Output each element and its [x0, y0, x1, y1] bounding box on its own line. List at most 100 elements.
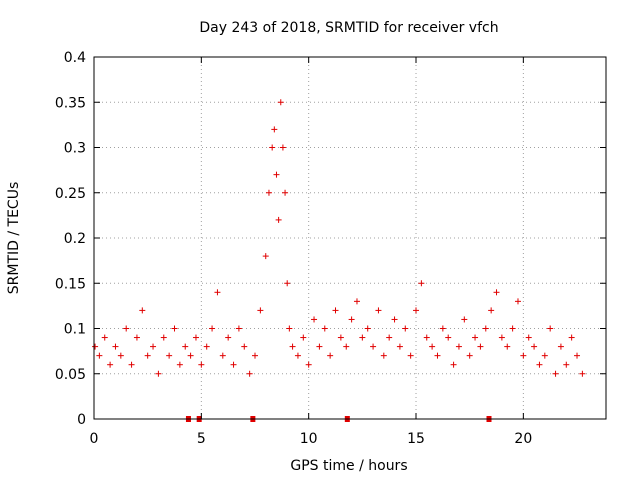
data-point: [493, 289, 500, 296]
data-point: [359, 334, 366, 341]
data-point: [150, 343, 157, 350]
data-point: [450, 361, 457, 368]
data-point: [531, 343, 538, 350]
chart-title: Day 243 of 2018, SRMTID for receiver vfc…: [199, 20, 498, 36]
data-point: [504, 343, 511, 350]
data-point: [214, 289, 221, 296]
data-point: [198, 361, 205, 368]
data-point: [257, 307, 264, 314]
data-point: [246, 370, 253, 377]
data-point: [273, 171, 280, 178]
data-point: [509, 325, 516, 332]
data-point: [316, 343, 323, 350]
data-point: [252, 352, 259, 359]
data-point: [579, 370, 586, 377]
x-tick-label: 10: [300, 431, 318, 447]
data-point: [482, 325, 489, 332]
data-point: [128, 361, 135, 368]
data-point: [219, 352, 226, 359]
y-tick-label: 0.2: [64, 231, 86, 247]
data-point: [192, 334, 199, 341]
data-point: [117, 352, 124, 359]
data-point: [92, 343, 99, 350]
data-point: [488, 307, 495, 314]
x-tick-label: 15: [407, 431, 425, 447]
data-point: [155, 370, 162, 377]
data-point: [327, 352, 334, 359]
data-point: [203, 343, 210, 350]
data-point: [574, 352, 581, 359]
data-point: [380, 352, 387, 359]
data-point: [166, 352, 173, 359]
data-point: [123, 325, 130, 332]
data-point: [423, 334, 430, 341]
data-point: [353, 298, 360, 305]
data-point: [107, 361, 114, 368]
data-point: [557, 343, 564, 350]
data-point: [321, 325, 328, 332]
data-point: [472, 334, 479, 341]
x-axis-label: GPS time / hours: [290, 458, 407, 474]
data-point: [96, 352, 103, 359]
data-point: [279, 144, 286, 151]
y-tick-label: 0.3: [64, 141, 86, 157]
data-point: [241, 343, 248, 350]
data-point: [445, 334, 452, 341]
data-point: [536, 361, 543, 368]
data-point: [461, 316, 468, 323]
data-point: [182, 343, 189, 350]
data-point: [230, 361, 237, 368]
y-tick-label: 0.05: [55, 367, 86, 383]
data-point: [391, 316, 398, 323]
data-point: [271, 126, 278, 133]
data-point: [477, 343, 484, 350]
data-point: [348, 316, 355, 323]
y-tick-label: 0.15: [55, 276, 86, 292]
data-point: [235, 325, 242, 332]
data-point: [277, 99, 284, 106]
grid-lines: [94, 57, 606, 419]
data-point: [563, 361, 570, 368]
data-point: [176, 361, 183, 368]
x-tick-label: 20: [514, 431, 532, 447]
data-point: [286, 325, 293, 332]
data-point: [160, 334, 167, 341]
data-point: [568, 334, 575, 341]
y-tick-label: 0.25: [55, 186, 86, 202]
data-point: [262, 253, 269, 260]
data-point: [520, 352, 527, 359]
data-point: [552, 370, 559, 377]
data-point: [269, 144, 276, 151]
data-point: [171, 325, 178, 332]
data-point: [547, 325, 554, 332]
data-point: [407, 352, 414, 359]
y-tick-label: 0.4: [64, 50, 86, 66]
data-point: [225, 334, 232, 341]
data-point: [402, 325, 409, 332]
data-point: [332, 307, 339, 314]
data-point: [413, 307, 420, 314]
data-point: [112, 343, 119, 350]
x-tick-label: 5: [197, 431, 206, 447]
data-point: [514, 298, 521, 305]
y-axis-ticks: 0 0.05 0.1 0.15 0.2 0.25 0.3 0.35 0.4: [55, 50, 606, 428]
data-point: [300, 334, 307, 341]
x-tick-label: 0: [90, 431, 99, 447]
data-point: [455, 343, 462, 350]
data-point: [370, 343, 377, 350]
data-point: [364, 325, 371, 332]
data-point: [418, 280, 425, 287]
y-tick-label: 0.35: [55, 95, 86, 111]
data-point: [429, 343, 436, 350]
data-point: [434, 352, 441, 359]
data-point: [343, 343, 350, 350]
data-point: [525, 334, 532, 341]
data-point: [439, 325, 446, 332]
data-point: [396, 343, 403, 350]
data-point: [209, 325, 216, 332]
data-point: [498, 334, 505, 341]
data-points: [92, 99, 586, 377]
data-point: [289, 343, 296, 350]
data-point: [101, 334, 108, 341]
